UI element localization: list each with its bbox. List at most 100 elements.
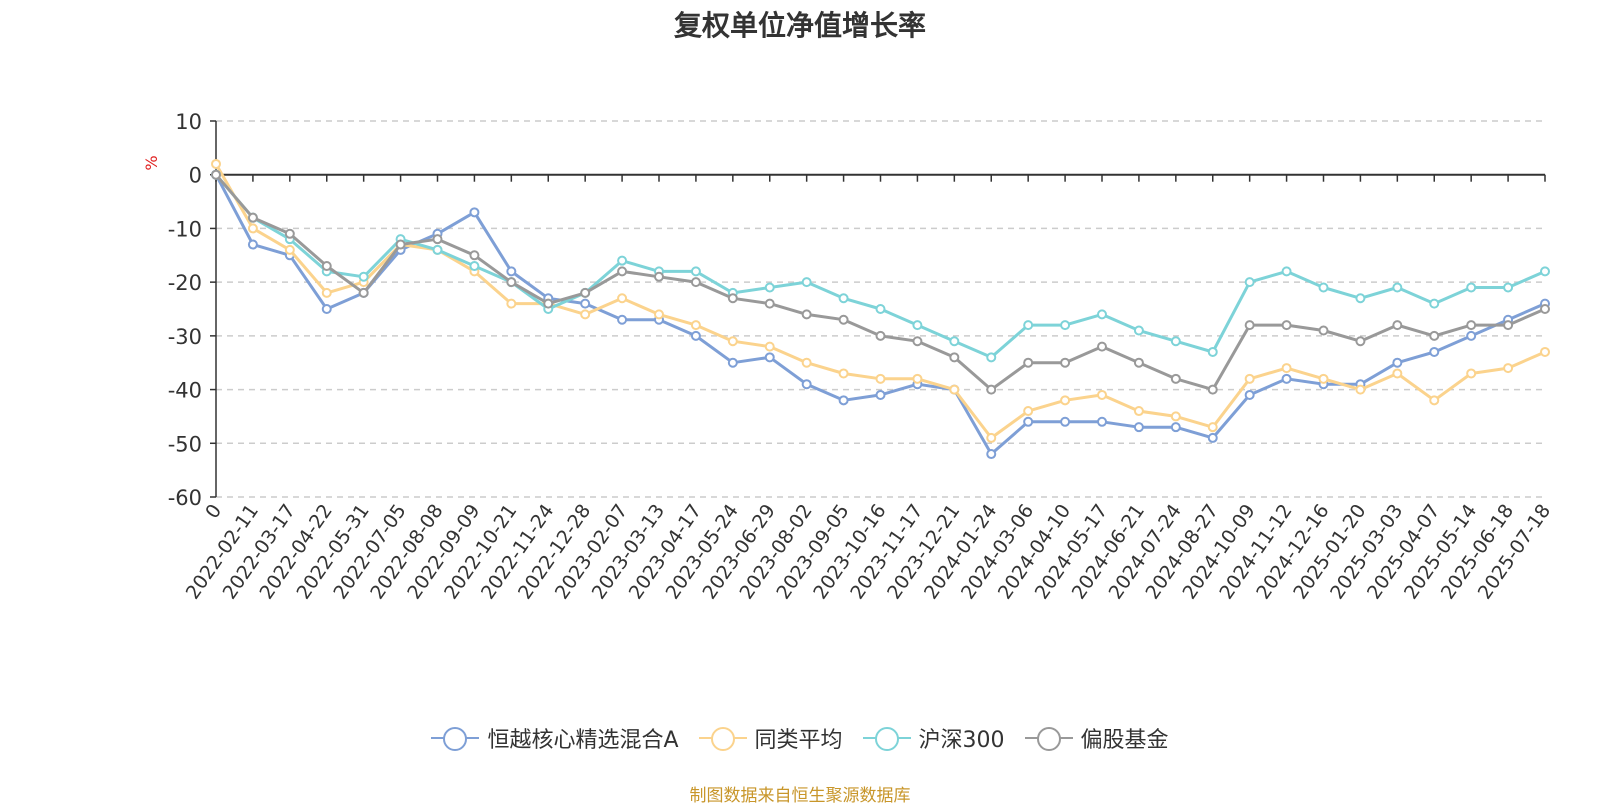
series-layer (211, 158, 1550, 460)
data-point (1318, 325, 1329, 336)
data-point (1429, 330, 1440, 341)
data-point (1207, 422, 1218, 433)
data-point (1244, 277, 1255, 288)
data-point (1170, 373, 1181, 384)
data-point (506, 298, 517, 309)
data-point (1466, 368, 1477, 379)
data-point (1133, 406, 1144, 417)
legend-label: 偏股基金 (1080, 728, 1169, 753)
data-point (727, 336, 738, 347)
data-point (801, 357, 812, 368)
data-point (912, 336, 923, 347)
legend-item-2[interactable]: 沪深300 (862, 722, 1005, 754)
data-point (469, 250, 480, 261)
data-point (727, 357, 738, 368)
data-point (986, 384, 997, 395)
axis-layer: 100-10-20-30-40-50-6002022-02-112022-03-… (168, 110, 1555, 603)
data-point (1060, 320, 1071, 331)
data-point (321, 261, 332, 272)
data-point (801, 277, 812, 288)
data-point (1097, 341, 1107, 352)
data-point (949, 384, 960, 395)
legend-item-1[interactable]: 同类平均 (698, 722, 843, 754)
data-point (1355, 293, 1366, 304)
y-tick-label: -60 (168, 486, 202, 510)
data-point (432, 244, 443, 255)
legend-marker-icon (431, 726, 480, 751)
data-point (690, 320, 701, 331)
data-point (1097, 416, 1107, 427)
data-point (358, 271, 369, 282)
data-point (1355, 384, 1366, 395)
data-point (1503, 282, 1514, 293)
data-point (1355, 336, 1366, 347)
y-tick-label: -20 (168, 271, 202, 295)
data-point (211, 158, 221, 169)
source-note: 制图数据来自恒生聚源数据库 (689, 786, 911, 806)
data-point (321, 304, 332, 314)
data-point (875, 330, 886, 341)
legend: 恒越核心精选混合A 同类平均 沪深300 偏股基金 (0, 722, 1600, 754)
data-point (580, 309, 591, 320)
data-point (875, 304, 886, 314)
data-point (986, 432, 997, 443)
data-point (1244, 373, 1255, 384)
data-point (1023, 357, 1034, 368)
data-point (617, 266, 628, 277)
y-tick-label: -40 (168, 379, 202, 403)
data-point (690, 266, 701, 277)
data-point (580, 287, 591, 298)
data-point (1429, 346, 1440, 357)
data-point (543, 298, 554, 309)
data-point (1133, 357, 1144, 368)
y-tick-label: 0 (189, 164, 202, 188)
data-point (764, 341, 775, 352)
data-point (801, 309, 812, 320)
data-point (1392, 320, 1403, 331)
data-point (395, 239, 406, 250)
data-point (506, 277, 517, 288)
legend-item-3[interactable]: 偏股基金 (1024, 722, 1169, 754)
data-point (1207, 432, 1218, 443)
legend-marker-icon (1024, 726, 1073, 751)
data-point (1133, 325, 1144, 336)
data-point (764, 298, 775, 309)
data-point (838, 314, 849, 325)
data-point (506, 266, 517, 277)
data-point (247, 223, 258, 234)
series-line-2 (214, 173, 1547, 359)
data-point (247, 212, 258, 223)
data-point (358, 287, 369, 298)
data-point (1023, 416, 1034, 427)
data-point (1392, 368, 1403, 379)
y-tick-label: -30 (168, 325, 202, 349)
data-point (1503, 363, 1514, 374)
data-point (469, 207, 480, 218)
data-point (764, 282, 775, 293)
data-point (617, 314, 628, 325)
data-point (1023, 406, 1034, 417)
data-point (469, 261, 480, 272)
data-point (284, 244, 295, 255)
legend-label: 同类平均 (754, 728, 843, 753)
data-point (1429, 395, 1440, 406)
data-point (1466, 282, 1477, 293)
data-point (1281, 320, 1292, 331)
data-point (1060, 395, 1071, 406)
legend-label: 沪深300 (918, 728, 1005, 753)
data-point (912, 373, 923, 384)
chart-title: 复权单位净值增长率 (673, 9, 926, 42)
data-point (1097, 389, 1107, 400)
data-point (247, 239, 258, 250)
data-point (838, 395, 849, 406)
data-point (1392, 282, 1403, 293)
data-point (875, 389, 886, 400)
data-point (1170, 411, 1181, 422)
data-point (211, 169, 221, 180)
data-point (1207, 346, 1218, 357)
data-point (1466, 330, 1477, 341)
legend-item-0[interactable]: 恒越核心精选混合A (431, 722, 679, 754)
data-point (1503, 320, 1514, 331)
data-point (986, 449, 997, 460)
